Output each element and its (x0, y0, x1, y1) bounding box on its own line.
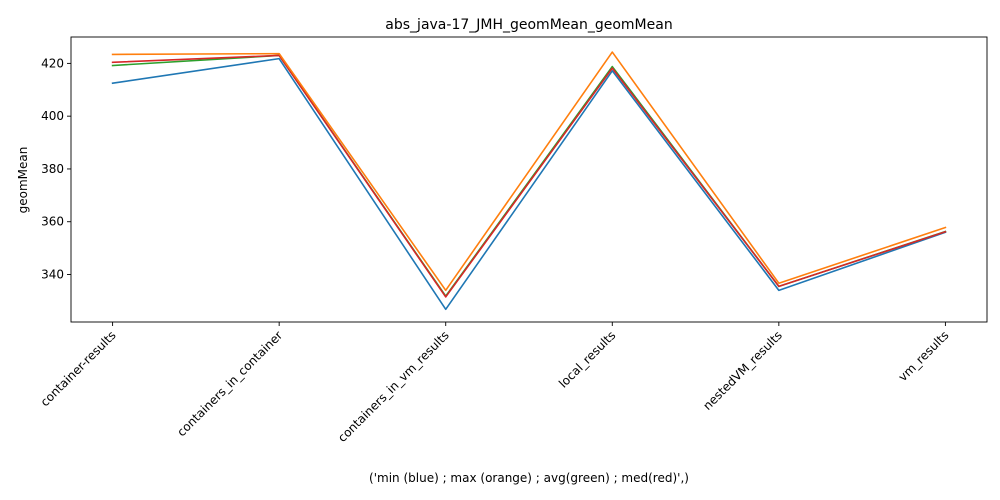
series-line-1 (111, 54, 947, 297)
x-axis-title: ('min (blue) ; max (orange) ; avg(green)… (369, 471, 689, 485)
series-line-2 (111, 54, 947, 298)
y-axis-title: geomMean (16, 147, 30, 214)
y-tick-label: 380 (41, 162, 64, 176)
x-tick-label: container-results (38, 328, 119, 409)
x-tick-label: local_results (556, 328, 618, 390)
series-line-0 (111, 57, 947, 311)
chart-title: abs_java-17_JMH_geomMean_geomMean (385, 17, 672, 33)
y-tick-label: 360 (41, 215, 64, 229)
plot-area: 340 360 380 400 420 container-results containe… (38, 36, 988, 445)
plot-frame (70, 36, 988, 323)
x-tick-label: nestedVM_results (700, 328, 785, 413)
y-tick-label: 340 (41, 268, 64, 282)
series-line-3 (111, 51, 947, 292)
x-tick-label: containers_in_vm_results (335, 328, 452, 445)
y-tick-label: 400 (41, 109, 64, 123)
y-tick-label: 420 (41, 56, 64, 70)
x-tick-label: vm_results (896, 328, 952, 384)
x-tick-label: containers_in_container (174, 328, 285, 439)
